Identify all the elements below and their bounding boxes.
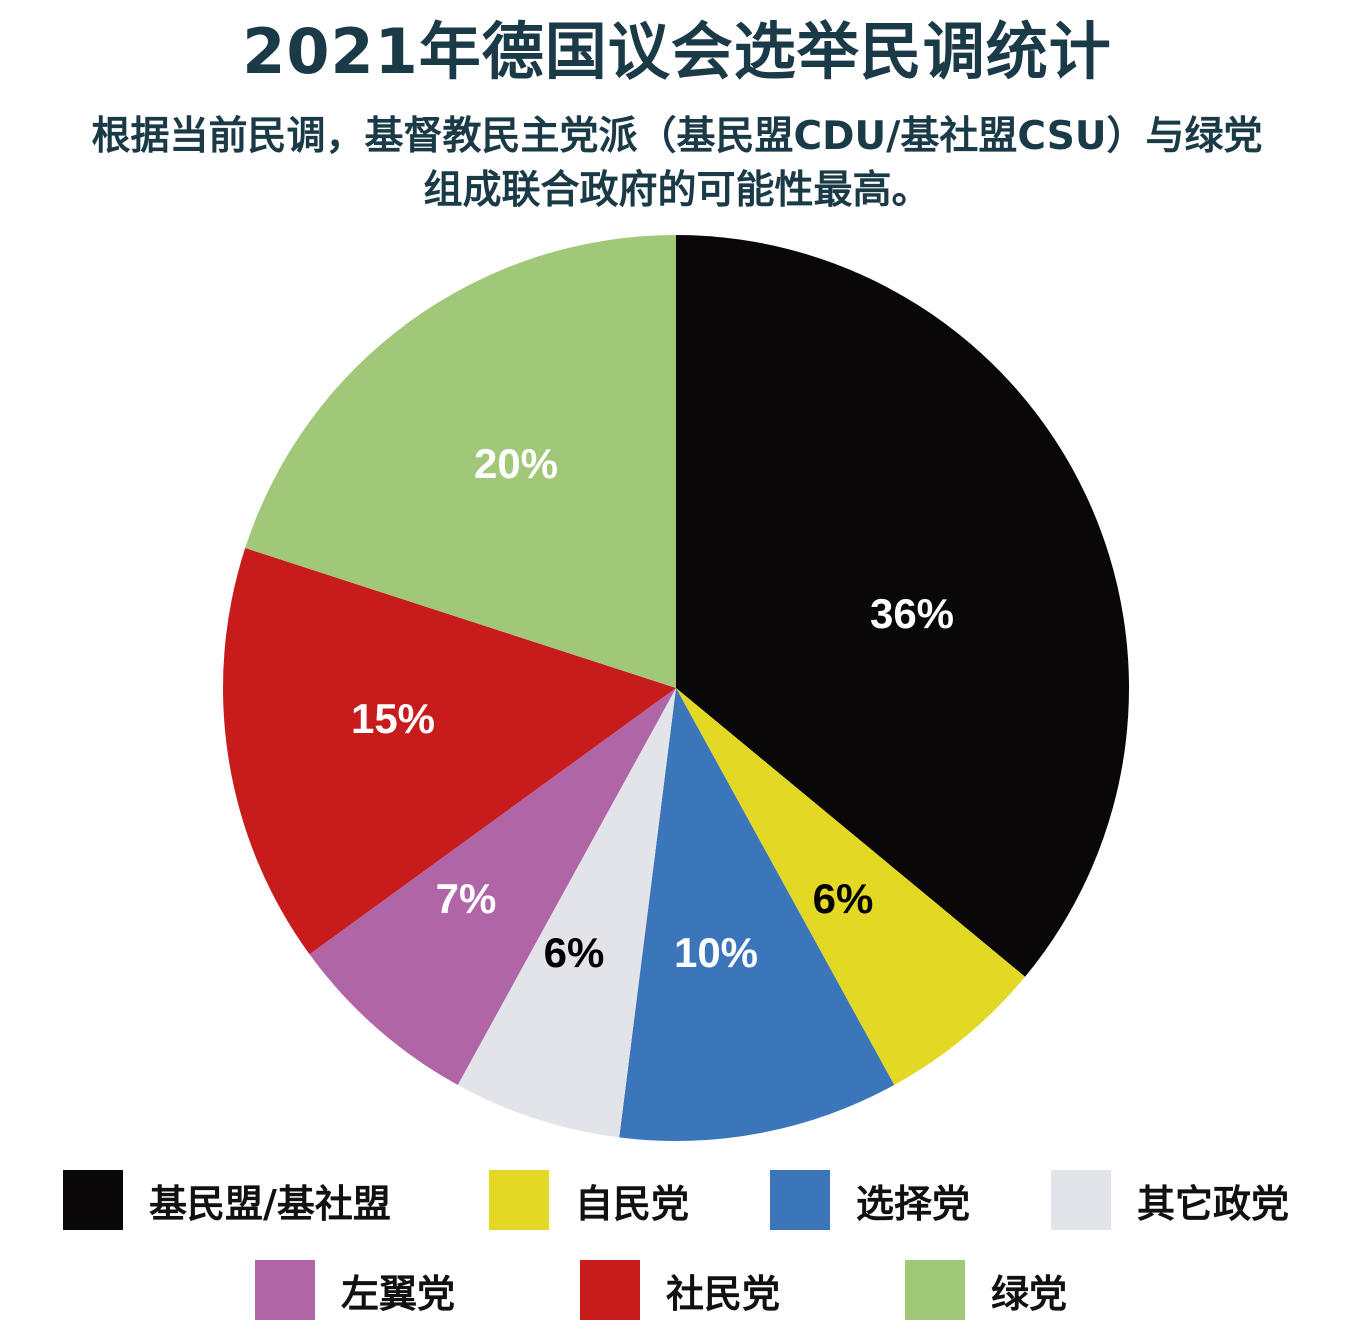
pie-chart: 36% 6% 10% 6% 7% 15% 20% (222, 235, 1129, 1141)
legend-swatch (255, 1260, 315, 1320)
slice-label-linke: 7% (436, 875, 497, 922)
legend-swatch (1051, 1170, 1111, 1230)
pie-slice-afd (619, 688, 895, 1141)
legend-item-fdp: 自民党 (489, 1170, 689, 1230)
legend-item-linke: 左翼党 (255, 1260, 455, 1320)
slice-label-fdp: 6% (813, 875, 874, 922)
slice-label-others: 6% (544, 929, 605, 976)
slice-label-greens: 20% (474, 440, 558, 487)
legend-swatch (580, 1260, 640, 1320)
legend-item-others: 其它政党 (1051, 1170, 1289, 1230)
legend-label: 左翼党 (341, 1271, 456, 1316)
slice-label-afd: 10% (674, 929, 758, 976)
pie-slice-spd (222, 548, 676, 955)
slice-label-spd: 15% (351, 695, 435, 742)
pie-slice-linke (309, 688, 676, 1085)
legend-label: 基民盟/基社盟 (149, 1181, 391, 1226)
legend-item-greens: 绿党 (905, 1260, 1067, 1320)
subtitle-line-2: 组成联合政府的可能性最高。 (423, 168, 931, 213)
legend-label: 其它政党 (1137, 1181, 1290, 1226)
legend-label: 选择党 (856, 1181, 971, 1226)
legend-item-afd: 选择党 (770, 1170, 970, 1230)
pie-slice-cdu-csu (676, 235, 1129, 977)
legend-swatch (905, 1260, 965, 1320)
pie-slice-greens (245, 235, 677, 688)
legend-item-cdu-csu: 基民盟/基社盟 (63, 1170, 391, 1230)
subtitle-line-1: 根据当前民调，基督教民主党派（基民盟CDU/基社盟CSU）与绿党 (91, 114, 1263, 159)
chart-title: 2021年德国议会选举民调统计 (242, 15, 1112, 88)
chart-subtitle: 根据当前民调，基督教民主党派（基民盟CDU/基社盟CSU）与绿党 组成联合政府的… (0, 110, 1354, 218)
pie-slice-others (457, 688, 676, 1138)
legend-item-spd: 社民党 (580, 1260, 780, 1320)
legend-label: 自民党 (575, 1181, 690, 1226)
legend-swatch (770, 1170, 830, 1230)
pie-slice-fdp (676, 688, 1026, 1085)
legend-label: 社民党 (666, 1271, 781, 1316)
legend-swatch (63, 1170, 123, 1230)
legend-swatch (489, 1170, 549, 1230)
legend-label: 绿党 (991, 1271, 1068, 1316)
slice-label-cdu-csu: 36% (870, 590, 954, 637)
